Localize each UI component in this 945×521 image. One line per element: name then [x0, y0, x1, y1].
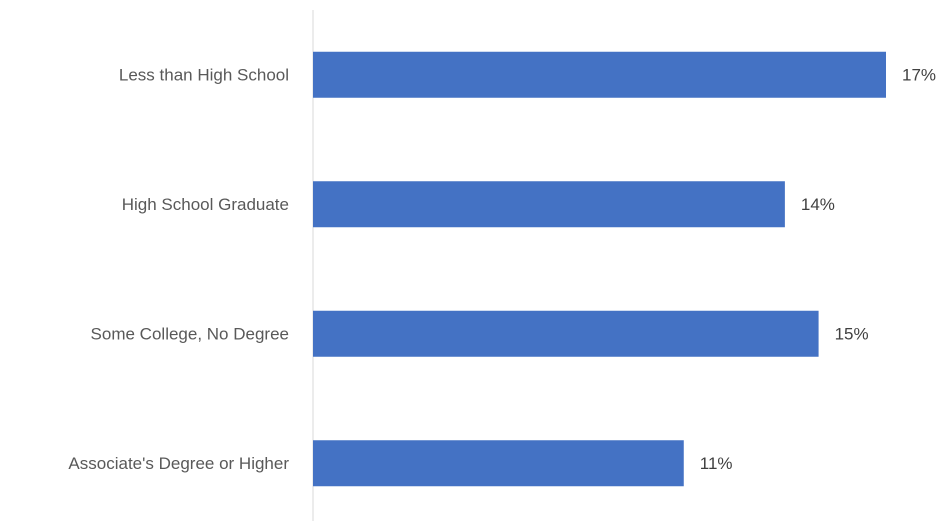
bar-3 [313, 440, 684, 486]
bar-1 [313, 181, 785, 227]
data-label: 11% [700, 454, 733, 473]
category-label: Some College, No Degree [91, 324, 289, 343]
category-label: Associate's Degree or Higher [68, 454, 289, 473]
data-label: 17% [902, 65, 936, 84]
category-label: Less than High School [119, 65, 289, 84]
data-labels-group: 17% 14% 15% 11% [700, 65, 936, 473]
bars-group [313, 52, 886, 487]
data-label: 15% [835, 324, 869, 343]
category-labels-group: Less than High School High School Graduat… [68, 65, 289, 473]
data-label: 14% [801, 195, 835, 214]
category-label: High School Graduate [122, 195, 289, 214]
bar-2 [313, 311, 819, 357]
bar-0 [313, 52, 886, 98]
